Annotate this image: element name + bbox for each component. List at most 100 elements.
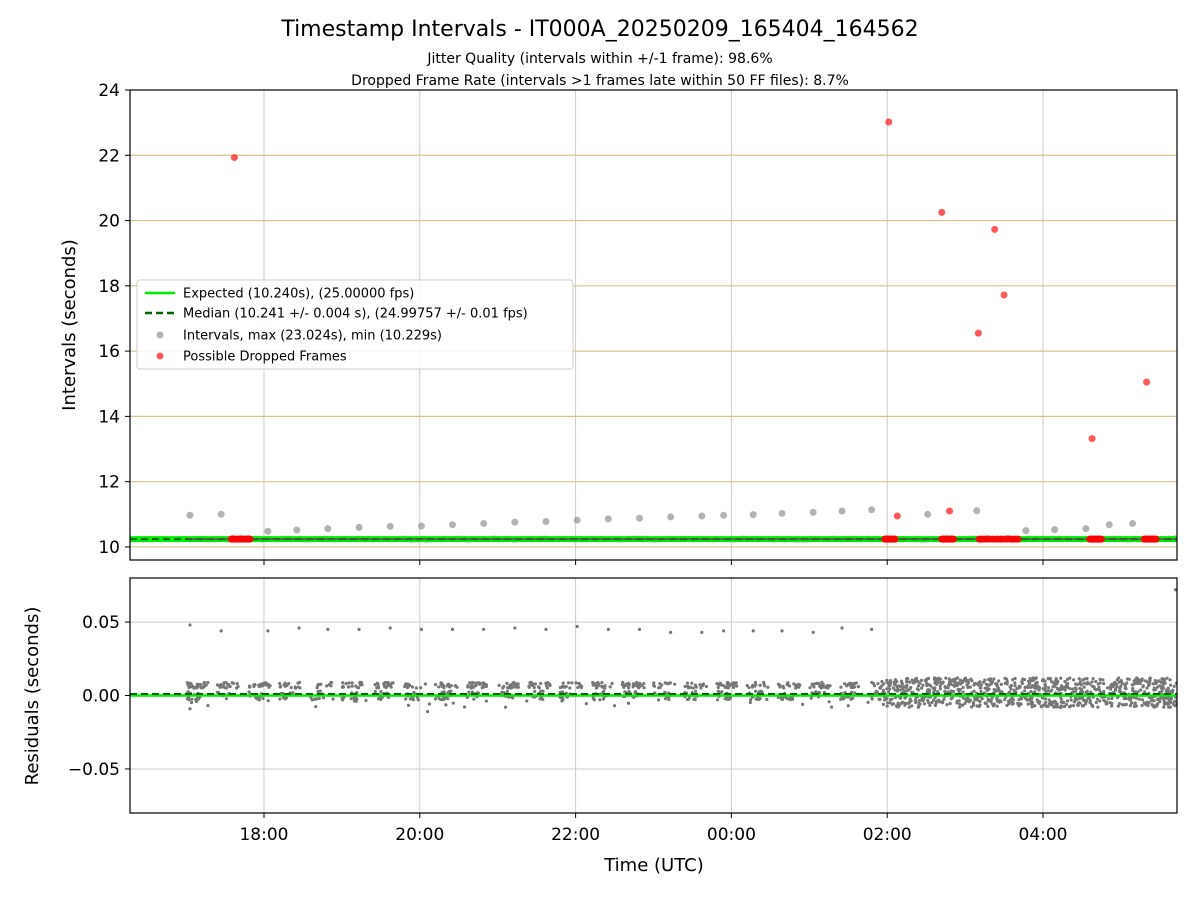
residual-point (1082, 685, 1086, 689)
residual-point (948, 680, 952, 684)
legend: Expected (10.240s), (25.00000 fps) Median… (136, 279, 574, 370)
residual-point (881, 702, 886, 706)
residual-point (997, 679, 1001, 683)
residual-point (289, 686, 293, 690)
residual-point (538, 697, 542, 701)
residual-point (726, 686, 730, 690)
residual-point (1102, 689, 1106, 694)
residual-point (1029, 697, 1034, 701)
residual-outlier-point (388, 626, 392, 630)
residual-point (505, 686, 510, 690)
residual-point (928, 703, 932, 708)
residual-outlier-point (326, 627, 330, 632)
residual-point (514, 685, 518, 689)
residual-point (1050, 680, 1054, 684)
residual-point (1148, 676, 1152, 680)
residual-point (533, 682, 537, 686)
residual-point (358, 681, 362, 685)
residual-point (809, 696, 813, 700)
residual-point (1140, 703, 1144, 708)
residual-point (920, 696, 924, 700)
residual-point (975, 704, 979, 708)
residual-point (563, 685, 567, 689)
residual-point (1120, 681, 1124, 686)
residual-point (881, 688, 885, 692)
residual-point (1017, 684, 1021, 688)
residual-point (907, 680, 912, 684)
residual-point (202, 680, 206, 685)
residual-point (1114, 687, 1118, 691)
residual-point (329, 681, 333, 685)
residual-point (204, 683, 208, 687)
residual-outlier-point (811, 630, 815, 634)
residual-point (350, 681, 354, 685)
residual-point (900, 700, 905, 704)
residual-point (1081, 704, 1086, 708)
residual-point (1065, 677, 1070, 681)
residual-point (983, 686, 987, 690)
residual-point (1043, 684, 1048, 688)
x-axis-label: Time (UTC) (603, 855, 704, 876)
residual-point (626, 686, 631, 690)
residual-point (1160, 689, 1164, 693)
residual-point (278, 684, 283, 688)
residual-point (1109, 687, 1113, 691)
residual-point (1108, 685, 1113, 689)
residual-point (979, 686, 983, 690)
residual-point (344, 682, 348, 686)
residual-point (1026, 685, 1030, 690)
residual-point (261, 696, 265, 701)
residual-outlier-point (188, 707, 192, 711)
residual-point (329, 684, 333, 688)
intervals-y-axis-label: Intervals (seconds) (59, 239, 80, 411)
chart-subtitle-jitter: Jitter Quality (intervals within +/-1 fr… (426, 51, 772, 67)
residual-point (1023, 685, 1027, 689)
residual-point (1063, 679, 1067, 684)
residual-point (1033, 704, 1037, 708)
residual-point (1094, 700, 1098, 705)
residual-point (961, 703, 965, 707)
residual-point (411, 696, 415, 700)
residual-point (228, 684, 232, 689)
residual-point (1008, 685, 1012, 689)
residual-point (190, 697, 194, 701)
residual-point (471, 681, 475, 685)
residual-point (226, 682, 231, 686)
dropped-frame-point (1152, 535, 1160, 543)
dropped-frame-point (938, 208, 946, 216)
dropped-frame-point (230, 154, 238, 162)
residual-point (516, 682, 520, 686)
residual-point (1163, 700, 1167, 705)
residual-point (1095, 697, 1099, 701)
interval-point (868, 506, 876, 514)
dropped-frame-point (1143, 378, 1151, 386)
residual-point (591, 680, 595, 685)
residual-outlier-point (700, 630, 704, 634)
residual-point (1072, 700, 1076, 704)
residual-point (593, 681, 597, 686)
residual-point (1102, 682, 1106, 686)
residual-point (352, 699, 357, 703)
residual-point (997, 687, 1001, 691)
residual-point (951, 689, 956, 693)
residual-point (189, 682, 193, 687)
residual-point (541, 697, 545, 702)
residual-point (186, 696, 190, 700)
residual-point (986, 697, 990, 701)
residual-point (1098, 699, 1102, 703)
residual-point (905, 677, 909, 681)
x-tick-label: 22:00 (551, 825, 600, 845)
residual-point (568, 686, 572, 690)
residual-point (1071, 704, 1076, 708)
residual-point (1170, 690, 1174, 694)
residual-point (560, 699, 564, 703)
residual-point (1122, 703, 1126, 707)
residual-point (913, 679, 917, 683)
residual-outlier-point (751, 629, 755, 633)
residual-point (1163, 681, 1167, 685)
residual-point (377, 686, 381, 690)
residual-point (1156, 685, 1160, 689)
residual-point (866, 700, 870, 704)
residual-point (929, 684, 933, 688)
residual-point (1032, 677, 1036, 681)
